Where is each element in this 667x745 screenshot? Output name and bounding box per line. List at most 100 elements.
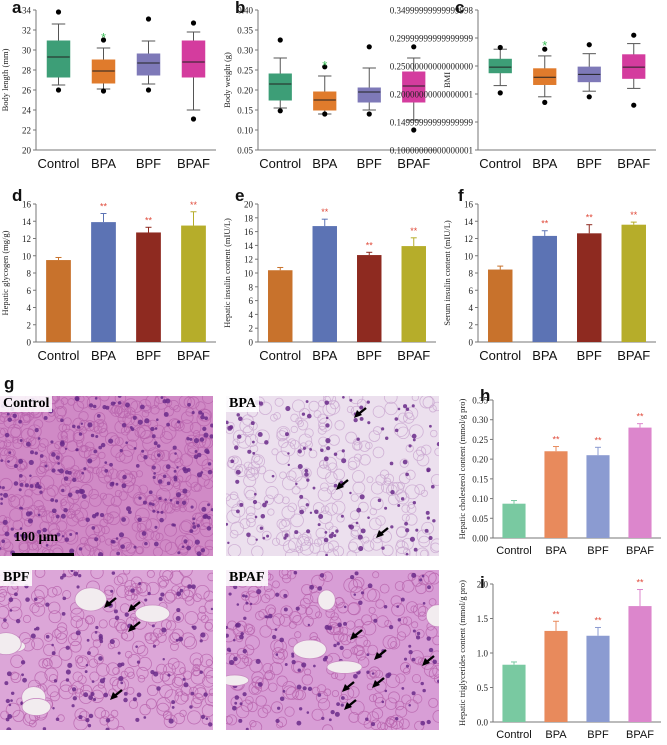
x-tick-label: BPF <box>577 156 602 171</box>
cell-outline <box>279 589 289 599</box>
nucleus <box>35 626 40 631</box>
nucleus <box>44 464 48 468</box>
cell-outline <box>39 455 48 464</box>
cell-outline <box>99 396 110 402</box>
cell-outline <box>267 508 275 516</box>
cell-outline <box>88 488 99 500</box>
cell-outline <box>124 579 137 592</box>
nucleus <box>371 672 375 675</box>
cell-outline <box>39 438 49 448</box>
nucleus <box>141 531 147 536</box>
y-tick-label: 24 <box>22 106 32 116</box>
cell-outline <box>255 677 270 692</box>
cell-outline <box>180 519 193 532</box>
nucleus <box>324 400 330 405</box>
y-tick-label: 2 <box>27 320 32 330</box>
cell-outline <box>197 611 207 621</box>
nucleus <box>37 485 42 490</box>
nucleus <box>389 624 394 630</box>
cell-outline <box>70 607 85 622</box>
cell-outline <box>5 456 18 470</box>
cell-outline <box>416 446 427 457</box>
nucleus <box>135 464 140 468</box>
cell-outline <box>151 671 164 684</box>
nucleus <box>358 600 363 605</box>
y-axis-title: Hepatic glycogen (mg/g) <box>0 230 10 315</box>
cell-outline <box>347 541 358 552</box>
cell-outline <box>432 635 439 646</box>
cell-outline <box>411 621 419 629</box>
y-tick-label: 6 <box>249 296 254 306</box>
cell-outline <box>38 533 54 549</box>
nucleus <box>295 482 298 486</box>
nucleus <box>325 553 328 556</box>
cell-outline <box>179 570 193 577</box>
vacuole <box>21 698 52 716</box>
nucleus <box>189 705 193 709</box>
nucleus <box>323 537 329 543</box>
nucleus <box>390 490 395 495</box>
cell-outline <box>374 669 384 679</box>
cell-outline <box>136 666 149 680</box>
arrow-icon <box>128 624 136 632</box>
cell-outline <box>189 652 204 667</box>
significance-mark: ** <box>321 207 329 217</box>
nucleus <box>175 638 179 642</box>
cell-outline <box>77 655 89 667</box>
cell-outline <box>49 544 64 556</box>
nucleus <box>415 528 419 532</box>
nucleus <box>235 469 241 475</box>
y-tick-label: 30 <box>22 46 32 56</box>
outlier-point <box>631 32 637 38</box>
cell-outline <box>58 684 74 700</box>
nucleus <box>29 474 32 478</box>
cell-outline <box>347 686 360 699</box>
cell-outline <box>113 575 124 586</box>
cell-outline <box>387 691 400 704</box>
y-axis-title: Serum insulin content (mIU/L) <box>442 220 452 326</box>
cell-outline <box>75 439 84 448</box>
y-tick-label: 0.5 <box>477 683 489 693</box>
cell-outline <box>249 659 263 673</box>
nucleus <box>160 592 165 597</box>
cell-outline <box>294 631 302 639</box>
significance-mark: ** <box>366 240 374 250</box>
cell-outline <box>339 693 349 704</box>
y-axis-title: Hepatic insulin content (mIU/L) <box>222 218 232 328</box>
nucleus <box>200 548 206 553</box>
cell-outline <box>202 545 213 556</box>
cell-outline <box>207 693 213 704</box>
vacuole <box>74 587 107 612</box>
cell-outline <box>331 689 340 698</box>
nucleus <box>158 496 162 501</box>
nucleus <box>272 634 277 640</box>
nucleus <box>84 670 88 674</box>
nucleus <box>359 494 365 500</box>
cell-outline <box>375 515 386 526</box>
significance-mark: * <box>101 30 106 45</box>
hepatic-cholesterol-bar-chart: 0.00 0.05 0.10 0.15 0.20 0.25 0.30 0.35 Hepatic … <box>457 396 661 557</box>
y-tick-label: 0.35 <box>237 26 253 36</box>
nucleus <box>88 713 94 719</box>
box <box>46 40 71 78</box>
cell-outline <box>418 574 430 586</box>
nucleus <box>61 488 65 493</box>
cell-outline <box>263 494 275 505</box>
nucleus <box>416 631 421 636</box>
cell-outline <box>278 437 289 449</box>
cell-outline <box>139 704 151 716</box>
panel-label-c: c <box>455 0 465 17</box>
bar <box>46 260 71 342</box>
cell-outline <box>308 449 318 459</box>
nucleus <box>37 513 41 517</box>
nucleus <box>51 452 56 457</box>
cell-outline <box>278 570 292 580</box>
histology-control-label: Control <box>0 396 53 412</box>
nucleus <box>103 692 109 698</box>
cell-outline <box>132 640 146 655</box>
cell-outline <box>116 469 127 481</box>
outlier-point <box>366 44 372 50</box>
x-tick-label: Control <box>479 156 521 171</box>
cell-outline <box>106 662 120 676</box>
cell-outline <box>295 417 303 425</box>
